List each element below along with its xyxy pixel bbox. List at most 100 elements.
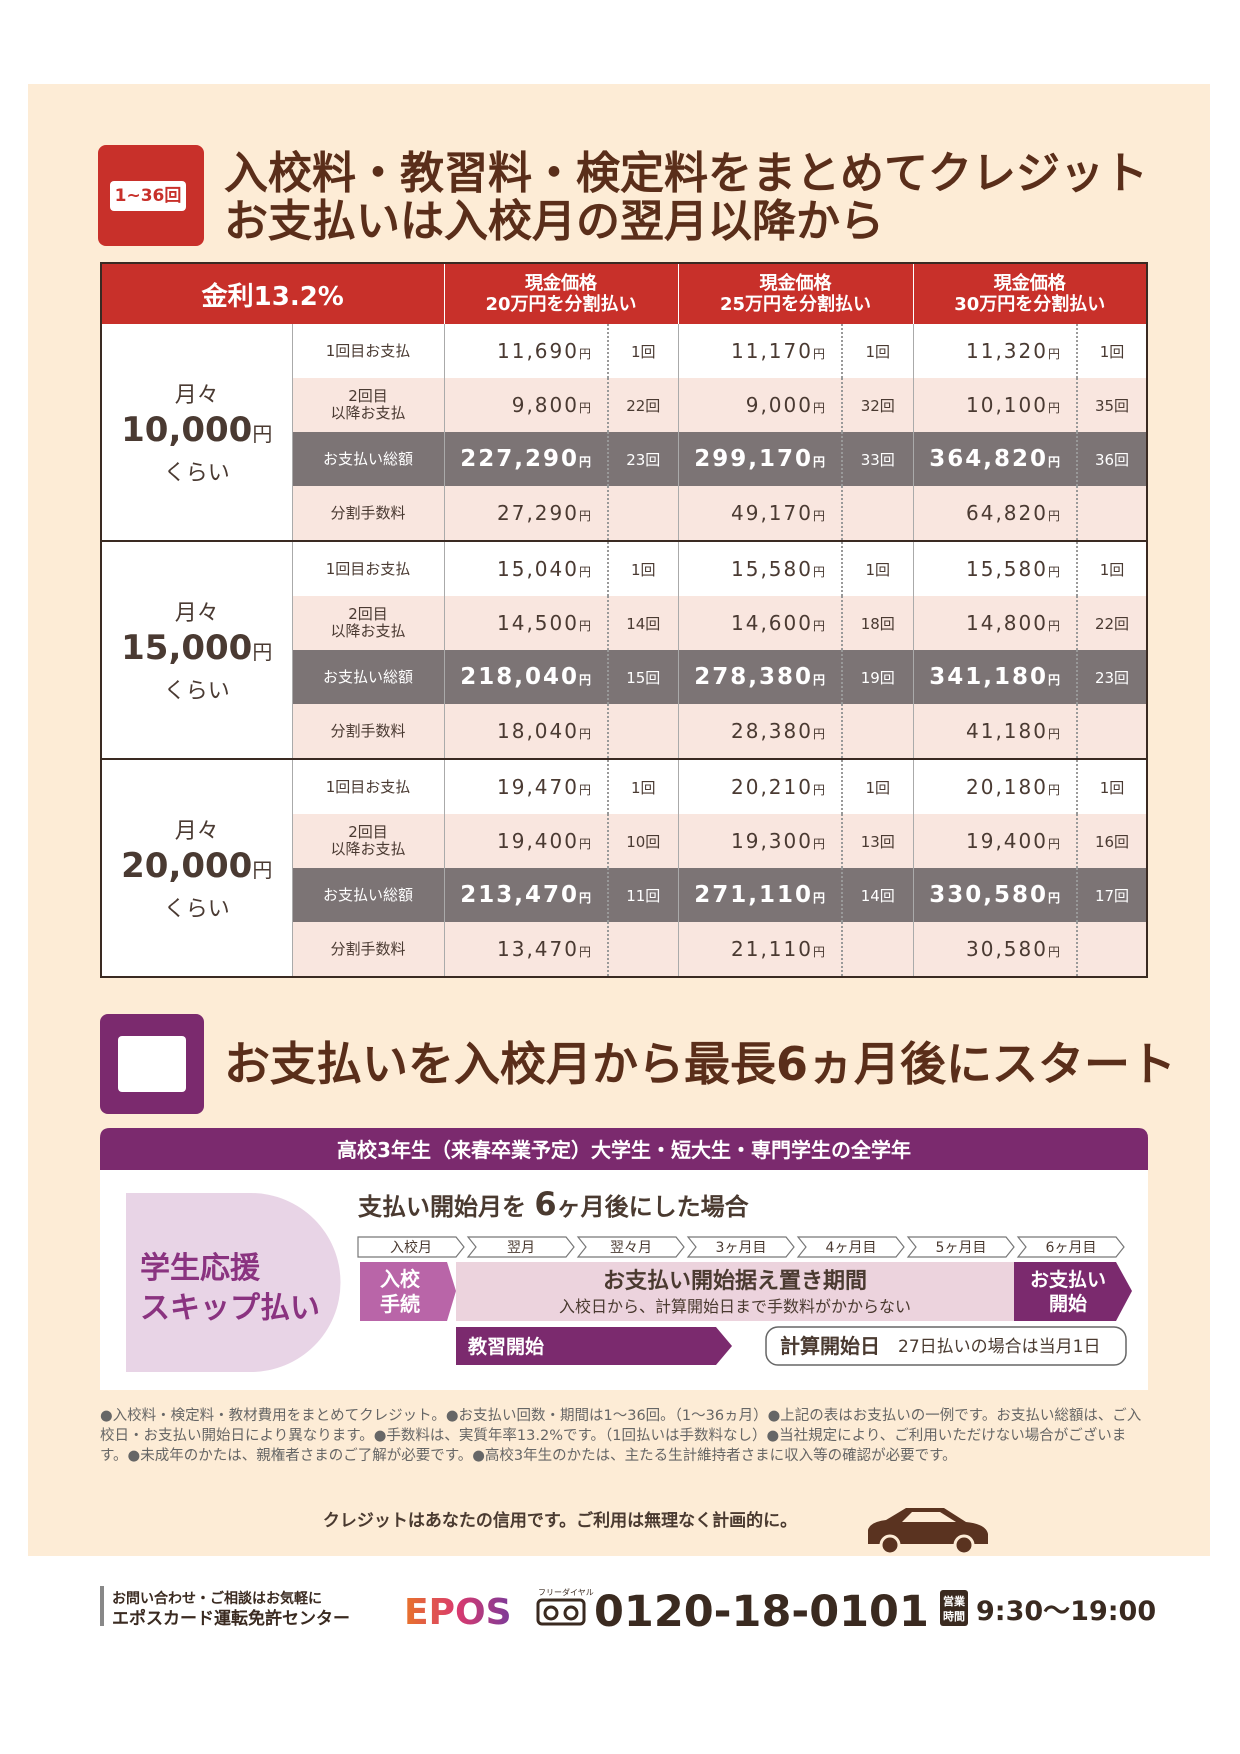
table-row: 分割手数料 13,470円 21,110円 30,580円 xyxy=(101,922,1148,978)
count: 1回 xyxy=(630,342,656,361)
group-prefix: 月々 xyxy=(174,383,219,408)
column-header-line: 30万円を分割払い xyxy=(954,294,1106,315)
currency-unit: 円 xyxy=(812,727,825,741)
amount-cell: 28,380円 xyxy=(678,704,843,760)
amount-cell: 9,000円 xyxy=(678,378,843,432)
hours-label: 時間 xyxy=(943,1609,965,1623)
amount: 19,300 xyxy=(731,829,813,853)
count: 22回 xyxy=(626,396,661,415)
currency-unit: 円 xyxy=(252,640,273,664)
freedial-icon xyxy=(543,1605,559,1621)
car-icon xyxy=(868,1508,988,1556)
count: 14回 xyxy=(860,886,895,905)
table-row: 月々 20,000円 くらい 1回目お支払 19,470円 1回 20,210円 1回 20,1… xyxy=(101,759,1148,978)
label-line: スキップ払い xyxy=(140,1291,320,1326)
amount: 278,380 xyxy=(694,664,813,690)
group-prefix: 月々 xyxy=(174,601,219,626)
amount: 15,580 xyxy=(731,557,813,581)
count-cell: 10回 xyxy=(608,814,679,868)
table-row: お支払い総額 213,470円 11回 271,110円 14回 330,580円 17回 xyxy=(101,868,1148,922)
amount-cell: 20,210円 xyxy=(678,759,843,814)
month-label: 6ヶ月目 xyxy=(1046,1240,1097,1256)
row-label: 2回目 以降お支払 xyxy=(292,596,445,650)
row-label: お支払い総額 xyxy=(292,650,445,704)
hours-label: 営業 xyxy=(943,1594,966,1608)
currency-unit: 円 xyxy=(578,619,591,633)
subtitle-part: 支払い開始月を xyxy=(358,1193,534,1221)
lesson-text: 教習開始 xyxy=(468,1335,544,1358)
amount-cell: 18,040円 xyxy=(444,704,609,760)
count-cell: 22回 xyxy=(608,378,679,432)
month-chevron xyxy=(357,1236,465,1258)
hours-box xyxy=(940,1590,968,1626)
count: 15回 xyxy=(626,668,661,687)
count: 1回 xyxy=(865,342,891,361)
month-chevron xyxy=(466,1236,575,1258)
amount-cell: 14,500円 xyxy=(444,596,609,650)
count-cell: 17回 xyxy=(1077,868,1148,922)
amount: 14,800 xyxy=(966,611,1048,635)
count: 1回 xyxy=(1099,778,1125,797)
amount: 27,290 xyxy=(497,501,579,525)
amount-cell: 19,400円 xyxy=(913,814,1078,868)
amount-cell: 271,110円 xyxy=(678,868,843,922)
group-label: 月々 10,000円 くらい xyxy=(101,324,293,542)
currency-unit: 円 xyxy=(1047,509,1060,523)
currency-unit: 円 xyxy=(812,891,825,905)
currency-unit: 円 xyxy=(812,565,825,579)
currency-unit: 円 xyxy=(578,783,591,797)
count-cell: 1回 xyxy=(842,759,914,814)
currency-unit: 円 xyxy=(812,673,825,687)
currency-unit: 円 xyxy=(1047,783,1060,797)
table-row: 月々 15,000円 くらい 1回目お支払 15,040円 1回 15,580円 1回 15,5… xyxy=(101,541,1148,760)
amount: 21,110 xyxy=(731,937,813,961)
table-row: 2回目 以降お支払 14,500円 14回 14,600円 18回 14,800円 22回 xyxy=(101,596,1148,650)
count: 1回 xyxy=(630,778,656,797)
amount: 64,820 xyxy=(966,501,1048,525)
count: 1回 xyxy=(1099,560,1125,579)
row-label-line: 1回目お支払 xyxy=(325,559,411,578)
column-header-line: 現金価格 xyxy=(993,273,1066,294)
count: 1回 xyxy=(865,560,891,579)
count: 36回 xyxy=(1094,450,1130,469)
row-label-line: お支払い総額 xyxy=(322,449,413,468)
header-row: 金利13.2% 現金価格 20万円を分割払い 現金価格 25万円を分割払い 現金価格 30万… xyxy=(100,263,1147,324)
amount: 14,600 xyxy=(731,611,813,635)
row-label: 分割手数料 xyxy=(292,704,445,760)
icon-calendar xyxy=(100,1014,204,1114)
currency-unit: 円 xyxy=(252,422,273,446)
currency-unit: 円 xyxy=(1047,837,1060,851)
amount-cell: 15,040円 xyxy=(444,541,609,596)
count-cell: 1回 xyxy=(842,324,914,378)
amount-cell: 41,180円 xyxy=(913,704,1078,760)
amount: 227,290 xyxy=(460,446,579,472)
car-window xyxy=(902,1512,956,1522)
column-header: 現金価格 20万円を分割払い xyxy=(443,263,678,324)
amount: 9,800 xyxy=(511,393,579,417)
month-label: 入校月 xyxy=(390,1239,432,1256)
amount: 19,400 xyxy=(497,829,579,853)
count: 23回 xyxy=(626,450,661,469)
amount-cell: 19,300円 xyxy=(678,814,843,868)
month-label: 4ヶ月目 xyxy=(826,1240,877,1256)
amount-cell: 218,040円 xyxy=(444,650,609,704)
currency-unit: 円 xyxy=(812,837,825,851)
amount: 19,400 xyxy=(966,829,1048,853)
installment-table: 金利13.2% 現金価格 20万円を分割払い 現金価格 25万円を分割払い 現金価格 30万… xyxy=(100,262,1148,978)
calc-text: 計算開始日 xyxy=(780,1334,880,1358)
count: 1回 xyxy=(1099,342,1125,361)
table-row: 分割手数料 27,290円 49,170円 64,820円 xyxy=(101,486,1148,542)
section-title: お支払いを入校月から最長6ヵ月後にスタート xyxy=(224,1037,1177,1091)
count-cell: 14回 xyxy=(608,596,679,650)
count: 18回 xyxy=(860,614,895,633)
notes: ●入校料・検定料・教材費用をまとめてクレジット。●お支払い回数・期間は1～36回… xyxy=(100,1408,1142,1464)
amount-cell: 299,170円 xyxy=(678,432,843,486)
count-cell: 23回 xyxy=(608,432,679,486)
count: 33回 xyxy=(860,450,895,469)
amount-cell: 10,100円 xyxy=(913,378,1078,432)
start-line: 入校 xyxy=(380,1267,421,1291)
count-cell: 13回 xyxy=(842,814,914,868)
count-cell: 36回 xyxy=(1077,432,1148,486)
table-row: 2回目 以降お支払 19,400円 10回 19,300円 13回 19,400円 16回 xyxy=(101,814,1148,868)
